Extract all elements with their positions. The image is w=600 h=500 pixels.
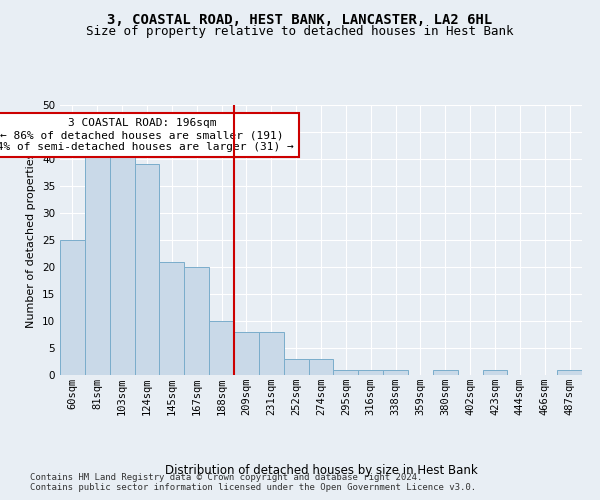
X-axis label: Distribution of detached houses by size in Hest Bank: Distribution of detached houses by size … xyxy=(164,464,478,477)
Bar xyxy=(308,359,334,375)
Bar xyxy=(358,370,383,375)
Bar xyxy=(110,143,134,375)
Y-axis label: Number of detached properties: Number of detached properties xyxy=(26,152,37,328)
Text: 3, COASTAL ROAD, HEST BANK, LANCASTER, LA2 6HL: 3, COASTAL ROAD, HEST BANK, LANCASTER, L… xyxy=(107,12,493,26)
Bar xyxy=(433,370,458,375)
Text: Size of property relative to detached houses in Hest Bank: Size of property relative to detached ho… xyxy=(86,25,514,38)
Bar xyxy=(234,332,259,375)
Bar xyxy=(259,332,284,375)
Bar xyxy=(334,370,358,375)
Bar xyxy=(284,359,308,375)
Bar xyxy=(160,262,184,375)
Bar xyxy=(184,267,209,375)
Bar xyxy=(482,370,508,375)
Bar xyxy=(557,370,582,375)
Bar xyxy=(209,321,234,375)
Text: Contains HM Land Registry data © Crown copyright and database right 2024.
Contai: Contains HM Land Registry data © Crown c… xyxy=(30,472,476,492)
Bar xyxy=(60,240,85,375)
Bar xyxy=(134,164,160,375)
Bar xyxy=(383,370,408,375)
Text: 3 COASTAL ROAD: 196sqm
← 86% of detached houses are smaller (191)
14% of semi-de: 3 COASTAL ROAD: 196sqm ← 86% of detached… xyxy=(0,118,294,152)
Bar xyxy=(85,154,110,375)
